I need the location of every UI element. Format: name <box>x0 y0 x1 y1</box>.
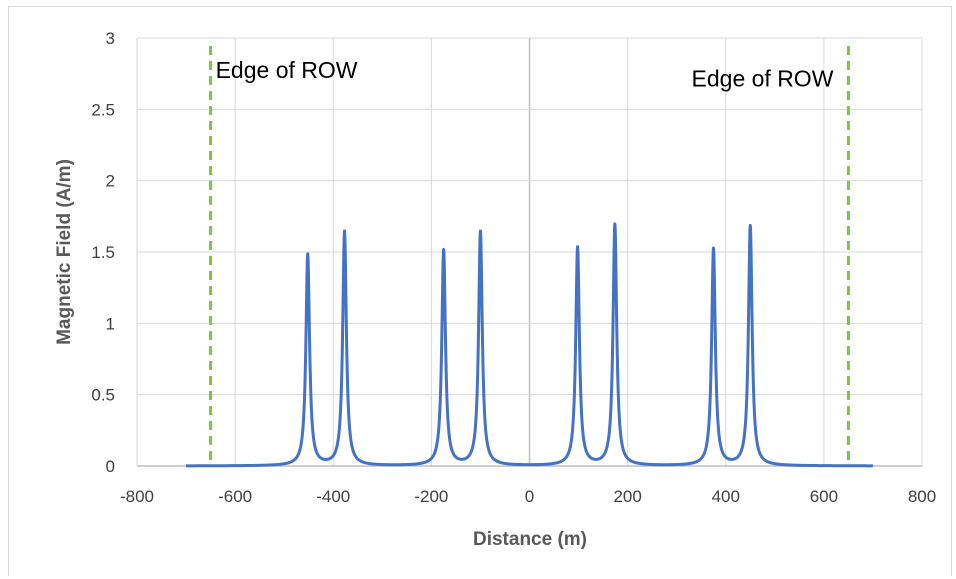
y-tick-label: 1 <box>106 314 115 333</box>
magnetic-field-series-line <box>184 222 875 468</box>
edge-of-row-label: Edge of ROW <box>216 57 358 83</box>
reference-lines <box>209 46 850 466</box>
x-axis-title: Distance (m) <box>473 529 587 550</box>
y-tick-label: 2.5 <box>91 100 115 119</box>
x-tick-label: -400 <box>316 487 350 506</box>
x-tick-label: 600 <box>810 487 838 506</box>
chart-frame <box>8 6 952 576</box>
y-axis-title: Magnetic Field (A/m) <box>54 159 75 345</box>
x-tick-label: 200 <box>613 487 641 506</box>
y-tick-label: 0.5 <box>91 386 115 405</box>
tick-labels: -800 -600 -400 -200 0 200 400 600 800 0 0.5 1 1.5 2 2.… <box>91 29 936 506</box>
x-tick-label: 0 <box>525 487 534 506</box>
edge-of-row-label: Edge of ROW <box>692 66 834 92</box>
y-tick-label: 3 <box>106 29 115 48</box>
annotations: Edge of ROW Edge of ROW <box>216 57 834 92</box>
y-tick-label: 0 <box>106 457 115 476</box>
series-layer <box>184 222 875 468</box>
x-tick-label: -200 <box>414 487 448 506</box>
y-tick-label: 1.5 <box>91 243 115 262</box>
x-tick-label: 800 <box>908 487 936 506</box>
y-tick-label: 2 <box>106 172 115 191</box>
x-tick-label: -600 <box>218 487 252 506</box>
x-tick-label: -800 <box>120 487 154 506</box>
x-tick-label: 400 <box>712 487 740 506</box>
grid-layer <box>136 37 923 467</box>
